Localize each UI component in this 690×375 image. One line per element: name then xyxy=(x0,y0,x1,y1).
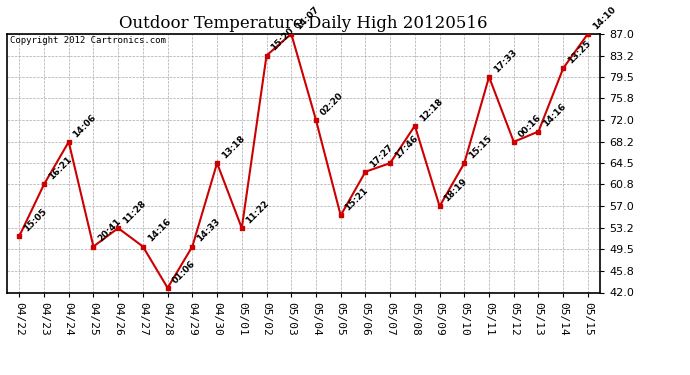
Text: 14:10: 14:10 xyxy=(591,4,618,31)
Text: 02:20: 02:20 xyxy=(319,91,345,117)
Text: 14:06: 14:06 xyxy=(72,112,98,139)
Text: 13:25: 13:25 xyxy=(566,39,593,66)
Text: 16:21: 16:21 xyxy=(47,155,73,182)
Text: 14:07: 14:07 xyxy=(294,4,321,31)
Text: 11:22: 11:22 xyxy=(244,199,271,225)
Text: 13:18: 13:18 xyxy=(220,134,246,160)
Text: 01:06: 01:06 xyxy=(170,259,197,285)
Text: 17:46: 17:46 xyxy=(393,134,420,160)
Title: Outdoor Temperature Daily High 20120516: Outdoor Temperature Daily High 20120516 xyxy=(119,15,488,32)
Text: 20:41: 20:41 xyxy=(96,217,123,244)
Text: 14:33: 14:33 xyxy=(195,217,221,244)
Text: 18:19: 18:19 xyxy=(442,177,469,204)
Text: 14:16: 14:16 xyxy=(146,217,172,244)
Text: 11:28: 11:28 xyxy=(121,199,148,225)
Text: 17:27: 17:27 xyxy=(368,142,395,169)
Text: 15:05: 15:05 xyxy=(22,207,48,233)
Text: 15:21: 15:21 xyxy=(344,186,370,213)
Text: 15:20: 15:20 xyxy=(269,26,296,53)
Text: 12:18: 12:18 xyxy=(417,96,444,123)
Text: 17:33: 17:33 xyxy=(492,47,518,74)
Text: 14:16: 14:16 xyxy=(541,102,568,129)
Text: 15:15: 15:15 xyxy=(467,134,494,160)
Text: 00:16: 00:16 xyxy=(517,112,543,139)
Text: Copyright 2012 Cartronics.com: Copyright 2012 Cartronics.com xyxy=(10,36,166,45)
